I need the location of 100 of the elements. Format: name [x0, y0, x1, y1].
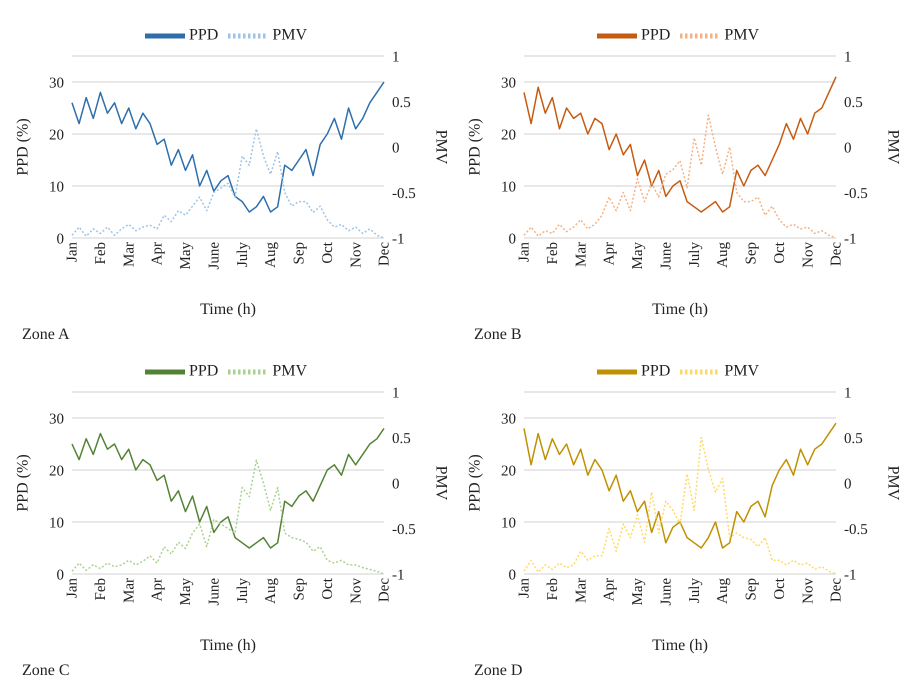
y-tick-label: 10 — [501, 515, 516, 532]
y-tick-label: 30 — [501, 75, 516, 92]
x-tick-label: June — [206, 578, 222, 606]
x-tick-label: June — [206, 242, 222, 270]
legend-label: PMV — [272, 26, 308, 44]
x-tick-label: July — [234, 578, 251, 604]
x-tick-label: Sep — [292, 242, 308, 264]
x-tick-label: May — [178, 578, 194, 606]
y2-tick-label: 0 — [392, 140, 400, 156]
legend-label: PPD — [640, 362, 670, 380]
x-tick-label: Dec — [376, 578, 393, 602]
y2-axis-title: PMV — [432, 130, 450, 165]
x-tick-label: Apr — [150, 578, 166, 602]
x-tick-label: Nov — [348, 242, 364, 268]
y-tick-label: 30 — [49, 411, 64, 428]
x-tick-label: Aug — [263, 242, 280, 268]
y2-tick-label: -1 — [392, 567, 404, 584]
x-tick-label: Nov — [348, 578, 364, 604]
line-series — [71, 428, 385, 549]
x-tick-label: Sep — [744, 578, 760, 600]
y2-tick-label: 0.5 — [392, 430, 411, 447]
x-tick-label: Aug — [715, 578, 732, 604]
x-tick-label: July — [686, 578, 703, 604]
line-series — [523, 114, 837, 238]
y-axis-title: PPD (%) — [466, 454, 484, 512]
y2-tick-label: 1 — [844, 49, 852, 66]
x-tick-label: Oct — [320, 241, 336, 264]
x-tick-label: Dec — [376, 242, 393, 266]
legend-label: PPD — [640, 26, 670, 44]
x-tick-label: Feb — [93, 578, 110, 600]
x-tick-label: June — [658, 578, 674, 606]
x-tick-label: June — [658, 242, 674, 270]
y-tick-label: 0 — [56, 567, 64, 584]
x-axis-title: Time (h) — [200, 637, 256, 654]
y2-tick-label: 0 — [844, 476, 852, 492]
legend-label: PPD — [188, 26, 218, 44]
x-tick-label: July — [686, 242, 703, 268]
x-tick-label: Apr — [602, 578, 618, 602]
y2-tick-label: 0.5 — [392, 94, 411, 111]
line-series — [71, 460, 385, 574]
line-series — [71, 81, 385, 213]
x-axis-title: Time (h) — [652, 637, 708, 654]
y-axis-title: PPD (%) — [14, 118, 32, 176]
y2-tick-label: 0.5 — [844, 94, 863, 111]
x-tick-label: Feb — [545, 578, 562, 600]
y2-tick-label: 1 — [844, 385, 852, 402]
x-tick-label: Feb — [545, 242, 562, 264]
legend-label: PMV — [724, 26, 760, 44]
x-tick-label: Mar — [573, 578, 590, 603]
y-tick-label: 30 — [501, 411, 516, 428]
y2-axis-title: PMV — [432, 466, 450, 501]
y2-tick-label: -1 — [392, 231, 404, 248]
y2-tick-label: -1 — [844, 231, 856, 248]
text: Zone B — [474, 326, 522, 344]
x-tick-label: Mar — [573, 242, 590, 267]
x-axis-title: Time (h) — [652, 301, 708, 318]
y-tick-label: 20 — [501, 463, 516, 480]
x-tick-label: Aug — [715, 242, 732, 268]
x-tick-label: May — [630, 578, 646, 606]
text: Zone A — [22, 326, 70, 344]
text: Zone C — [22, 662, 70, 680]
x-tick-label: Dec — [828, 242, 845, 266]
legend-label: PMV — [724, 362, 760, 380]
x-tick-label: Nov — [800, 242, 816, 268]
y2-tick-label: 1 — [392, 49, 400, 66]
line-series — [523, 436, 837, 574]
y-axis-title: PPD (%) — [466, 118, 484, 176]
y-tick-label: 20 — [49, 463, 64, 480]
y-tick-label: 20 — [501, 127, 516, 144]
y-tick-label: 10 — [49, 515, 64, 532]
text: Zone D — [474, 662, 522, 680]
x-tick-label: Jan — [64, 578, 81, 598]
x-tick-label: Oct — [772, 577, 788, 600]
x-tick-label: Sep — [292, 578, 308, 600]
y2-tick-label: 0.5 — [844, 430, 863, 447]
y-axis-title: PPD (%) — [14, 454, 32, 512]
legend-label: PPD — [188, 362, 218, 380]
y2-axis-title: PMV — [884, 466, 902, 501]
x-tick-label: Sep — [744, 242, 760, 264]
y2-tick-label: -0.5 — [844, 522, 868, 538]
y-tick-label: 10 — [49, 179, 64, 196]
line-series — [523, 76, 837, 213]
y2-axis-title: PMV — [884, 130, 902, 165]
y-tick-label: 10 — [501, 179, 516, 196]
y-tick-label: 20 — [49, 127, 64, 144]
x-tick-label: Mar — [121, 242, 138, 267]
x-tick-label: Jan — [516, 242, 533, 262]
x-tick-label: Oct — [320, 577, 336, 600]
y2-tick-label: -1 — [844, 567, 856, 584]
y2-tick-label: 1 — [392, 385, 400, 402]
x-tick-label: May — [178, 242, 194, 270]
x-tick-label: Jan — [516, 578, 533, 598]
y2-tick-label: -0.5 — [392, 186, 416, 202]
y2-tick-label: -0.5 — [844, 186, 868, 202]
x-tick-label: Apr — [602, 242, 618, 266]
y2-tick-label: 0 — [844, 140, 852, 156]
x-tick-label: Aug — [263, 578, 280, 604]
x-tick-label: Nov — [800, 578, 816, 604]
y-tick-label: 30 — [49, 75, 64, 92]
x-tick-label: Dec — [828, 578, 845, 602]
